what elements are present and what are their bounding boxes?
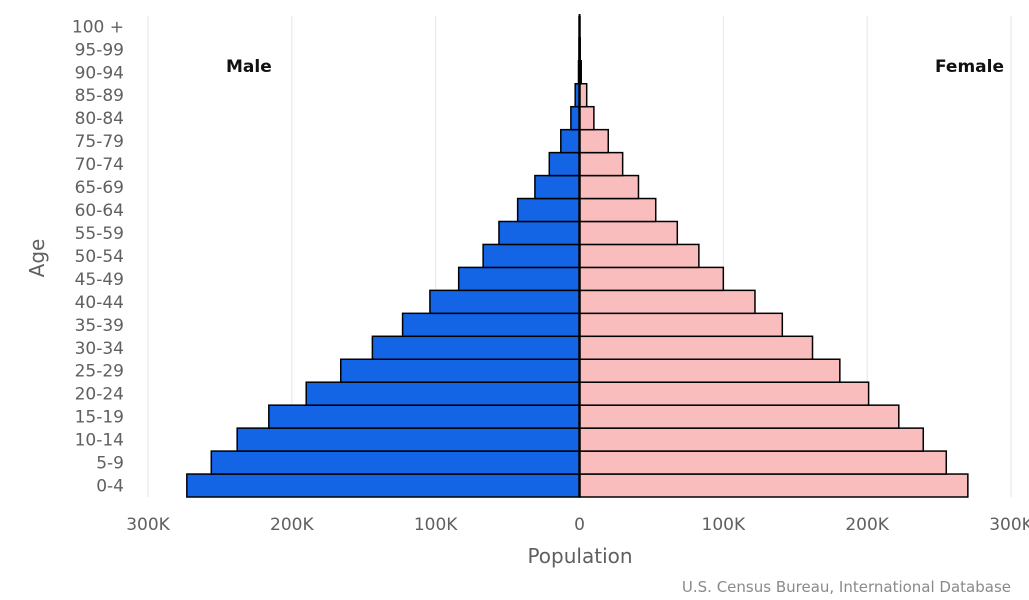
bar-male bbox=[429, 289, 581, 315]
bar-female bbox=[578, 358, 841, 383]
x-tick-labels: 300K 200K 100K 0 100K 200K 300K bbox=[126, 515, 1029, 535]
y-tick-label: 50-54 bbox=[75, 247, 124, 267]
bar-male bbox=[371, 335, 581, 360]
bar-male bbox=[560, 128, 581, 154]
y-tick-label: 15-19 bbox=[75, 408, 124, 428]
y-tick-label: 85-89 bbox=[75, 86, 124, 106]
y-tick-label: 45-49 bbox=[75, 270, 124, 290]
bars bbox=[186, 14, 969, 498]
x-tick-label: 300K bbox=[126, 515, 170, 535]
bar-female bbox=[578, 105, 595, 131]
y-tick-label: 20-24 bbox=[75, 385, 124, 405]
y-tick-label: 80-84 bbox=[75, 109, 124, 129]
bar-male bbox=[570, 105, 581, 131]
grid-lines bbox=[147, 16, 1012, 497]
y-axis-title: Age bbox=[25, 239, 49, 278]
bar-male bbox=[548, 151, 581, 177]
bar-male bbox=[236, 427, 581, 452]
y-tick-label: 5-9 bbox=[96, 454, 124, 474]
bar-female bbox=[578, 404, 900, 429]
x-tick-label: 200K bbox=[270, 515, 314, 535]
y-tick-label: 0-4 bbox=[96, 477, 124, 497]
y-tick-label: 95-99 bbox=[75, 40, 124, 60]
y-tick-label: 10-14 bbox=[75, 431, 124, 451]
bar-female bbox=[578, 289, 756, 315]
bar-female bbox=[578, 128, 610, 154]
series-label-female: Female bbox=[935, 57, 1004, 77]
y-tick-label: 65-69 bbox=[75, 178, 124, 198]
bar-female bbox=[578, 151, 624, 177]
y-tick-label: 100 + bbox=[72, 17, 124, 37]
bar-female bbox=[578, 427, 925, 452]
y-tick-labels: 0-4 5-9 10-14 15-19 20-24 25-29 30-34 35-39 40-4… bbox=[72, 17, 124, 496]
bar-male bbox=[498, 220, 581, 246]
bar-male bbox=[457, 266, 581, 292]
bar-male bbox=[186, 473, 581, 498]
bar-male bbox=[268, 404, 581, 429]
series-label-male: Male bbox=[226, 57, 272, 77]
x-axis-title: Population bbox=[527, 544, 632, 568]
y-tick-label: 70-74 bbox=[75, 155, 124, 175]
bar-male bbox=[534, 174, 581, 200]
bar-male bbox=[516, 197, 581, 223]
y-tick-label: 75-79 bbox=[75, 132, 124, 152]
bar-female bbox=[578, 312, 784, 338]
bar-male bbox=[210, 450, 581, 475]
bar-male bbox=[305, 381, 581, 406]
bar-female bbox=[578, 243, 700, 269]
bar-female bbox=[578, 266, 725, 292]
y-tick-label: 90-94 bbox=[75, 63, 124, 83]
y-tick-label: 35-39 bbox=[75, 316, 124, 336]
y-tick-label: 60-64 bbox=[75, 201, 124, 221]
x-tick-label: 0 bbox=[574, 515, 585, 535]
x-tick-label: 100K bbox=[702, 515, 746, 535]
bar-female bbox=[578, 174, 640, 200]
bar-female bbox=[578, 381, 870, 406]
bar-female bbox=[578, 473, 969, 498]
x-tick-label: 300K bbox=[989, 515, 1029, 535]
bar-female bbox=[578, 220, 679, 246]
bar-female bbox=[578, 197, 657, 223]
bar-male bbox=[482, 243, 581, 269]
bar-male bbox=[401, 312, 581, 338]
bar-female bbox=[578, 335, 814, 360]
y-tick-label: 30-34 bbox=[75, 339, 124, 359]
y-tick-label: 25-29 bbox=[75, 362, 124, 382]
bar-male bbox=[339, 358, 581, 383]
y-tick-label: 40-44 bbox=[75, 293, 124, 313]
x-tick-label: 100K bbox=[414, 515, 458, 535]
source-credit: U.S. Census Bureau, International Databa… bbox=[682, 578, 1011, 596]
bar-female bbox=[578, 450, 948, 475]
x-tick-label: 200K bbox=[845, 515, 889, 535]
y-tick-label: 55-59 bbox=[75, 224, 124, 244]
